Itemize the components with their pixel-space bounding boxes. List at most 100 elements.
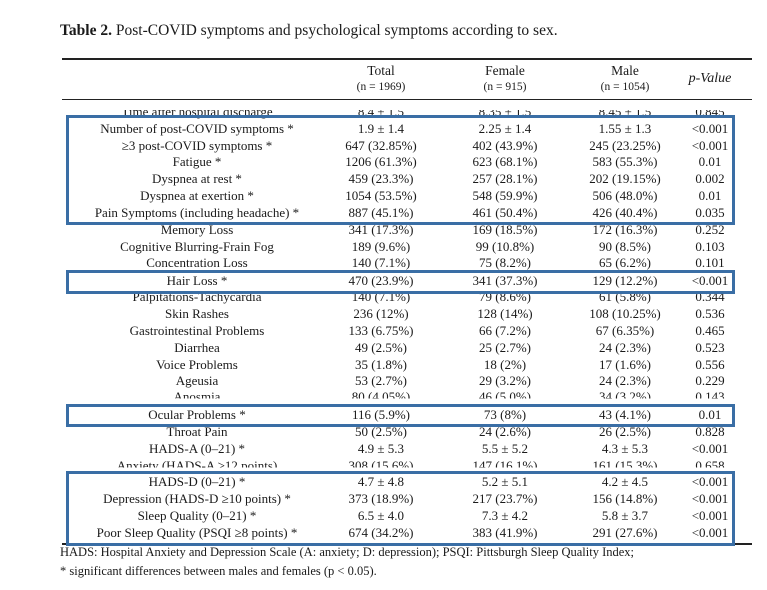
cell-total: 50 (2.5%)	[355, 424, 407, 439]
cell-total: 341 (17.3%)	[348, 222, 414, 237]
table-caption: Table 2. Post-COVID symptoms and psychol…	[60, 22, 558, 40]
cell-male: 4.3 ± 5.3	[601, 441, 649, 456]
cell-male: 4.2 ± 4.5	[601, 474, 649, 489]
row-label: HADS-D (0–21) *	[148, 474, 246, 489]
row-label: Number of post-COVID symptoms *	[100, 121, 294, 136]
table-row: Anxiety (HADS-A ≥12 points) 308 (15.6%) 14…	[62, 458, 752, 473]
row-label: Cognitive Blurring-Frain Fog	[120, 239, 274, 254]
row-label: Fatigue *	[172, 154, 222, 169]
row-label: Memory Loss	[160, 222, 234, 237]
row-label: Time after hospital discharge	[121, 104, 273, 119]
cell-female: 257 (28.1%)	[472, 171, 538, 186]
cell-pvalue: 0.143	[695, 389, 725, 404]
cell-female: 46 (5.0%)	[479, 389, 531, 404]
cell-male: 67 (6.35%)	[595, 323, 655, 338]
cell-female: 5.5 ± 5.2	[481, 441, 529, 456]
cell-female: 7.3 ± 4.2	[481, 508, 529, 523]
row-label: Pain Symptoms (including headache) *	[94, 205, 300, 220]
cell-pvalue: 0.828	[695, 424, 725, 439]
cell-pvalue: <0.001	[691, 474, 729, 489]
cell-male: 161 (15.3%)	[592, 458, 658, 473]
header-female-n: (n = 915)	[483, 81, 527, 93]
highlight-box-symptoms	[66, 115, 735, 225]
cell-female: 25 (2.7%)	[479, 340, 531, 355]
footnote-significance: * significant differences between males …	[60, 564, 377, 578]
row-label: ≥3 post-COVID symptoms *	[121, 138, 273, 153]
cell-total: 887 (45.1%)	[348, 205, 414, 220]
row-label: Ageusia	[175, 373, 219, 388]
cell-total: 8.4 ± 1.5	[357, 104, 405, 119]
header-female: Female (n = 915)	[450, 62, 560, 96]
cell-male: 506 (48.0%)	[592, 188, 658, 203]
cell-female: 66 (7.2%)	[479, 323, 531, 338]
cell-female: 99 (10.8%)	[475, 239, 535, 254]
top-rule	[62, 58, 752, 60]
row-label: Hair Loss *	[166, 273, 228, 288]
cell-female: 8.35 ± 1.5	[478, 104, 532, 119]
footnote-abbreviations: HADS: Hospital Anxiety and Depression Sc…	[60, 545, 635, 559]
header-total: Total (n = 1969)	[326, 62, 436, 96]
row-label: Dyspnea at exertion *	[140, 188, 254, 203]
table-row: Sleep Quality (0–21) * 6.5 ± 4.0 7.3 ± 4.2…	[62, 508, 752, 525]
cell-female: 73 (8%)	[483, 407, 527, 422]
cell-male: 17 (1.6%)	[599, 357, 651, 372]
header-total-title: Total	[367, 63, 395, 78]
row-label: Voice Problems	[156, 357, 238, 372]
cell-total: 4.9 ± 5.3	[357, 441, 405, 456]
row-label: Throat Pain	[166, 424, 228, 439]
cell-female: 29 (3.2%)	[479, 373, 531, 388]
cell-total: 80 (4.05%)	[351, 389, 411, 404]
cell-female: 169 (18.5%)	[472, 222, 538, 237]
table-row: Voice Problems 35 (1.8%) 18 (2%) 17 (1.6%) 0…	[62, 357, 752, 374]
cell-total: 35 (1.8%)	[355, 357, 407, 372]
cell-female: 128 (14%)	[477, 306, 533, 321]
cell-total: 49 (2.5%)	[355, 340, 407, 355]
header-male: Male (n = 1054)	[570, 62, 680, 96]
table-row: HADS-A (0–21) * 4.9 ± 5.3 5.5 ± 5.2 4.3 ± 5…	[62, 441, 752, 458]
cell-pvalue: 0.658	[695, 458, 725, 473]
cell-pvalue: 0.536	[695, 306, 725, 321]
cell-female: 147 (16.1%)	[472, 458, 538, 473]
table-row: Throat Pain 50 (2.5%) 24 (2.6%) 26 (2.5%) 0.…	[62, 424, 752, 441]
table-row: ≥3 post-COVID symptoms * 647 (32.85%) 402 …	[62, 138, 752, 155]
cell-total: 373 (18.9%)	[348, 491, 414, 506]
cell-total: 459 (23.3%)	[348, 171, 414, 186]
cell-male: 24 (2.3%)	[599, 340, 651, 355]
cell-female: 461 (50.4%)	[472, 205, 538, 220]
cell-female: 75 (8.2%)	[479, 255, 531, 270]
cell-female: 383 (41.9%)	[472, 525, 538, 540]
row-label: HADS-A (0–21) *	[148, 441, 246, 456]
cell-female: 341 (37.3%)	[472, 273, 538, 288]
cell-pvalue: 0.465	[695, 323, 725, 338]
cell-female: 2.25 ± 1.4	[478, 121, 532, 136]
table-row: Skin Rashes 236 (12%) 128 (14%) 108 (10.25%…	[62, 306, 752, 323]
header-female-title: Female	[485, 63, 525, 78]
cell-total: 53 (2.7%)	[355, 373, 407, 388]
cell-pvalue: 0.01	[698, 188, 722, 203]
table-row: Anosmia 80 (4.05%) 46 (5.0%) 34 (3.2%) 0.143	[62, 389, 752, 404]
cell-male: 34 (3.2%)	[599, 389, 651, 404]
cell-total: 140 (7.1%)	[351, 255, 411, 270]
cell-total: 1206 (61.3%)	[345, 154, 417, 169]
table-row: Hair Loss * 470 (23.9%) 341 (37.3%) 129 (12…	[62, 273, 752, 290]
cell-pvalue: 0.01	[698, 154, 722, 169]
table-row: Dyspnea at exertion * 1054 (53.5%) 548 (59…	[62, 188, 752, 205]
cell-male: 291 (27.6%)	[592, 525, 658, 540]
table-row: Number of post-COVID symptoms * 1.9 ± 1.4…	[62, 121, 752, 138]
cell-total: 674 (34.2%)	[348, 525, 414, 540]
cell-male: 202 (19.15%)	[589, 171, 661, 186]
cell-male: 5.8 ± 3.7	[601, 508, 649, 523]
cell-pvalue: 0.556	[695, 357, 725, 372]
cell-total: 236 (12%)	[353, 306, 409, 321]
cell-male: 172 (16.3%)	[592, 222, 658, 237]
cell-male: 65 (6.2%)	[599, 255, 651, 270]
cell-pvalue: <0.001	[691, 525, 729, 540]
header-rule	[62, 99, 752, 100]
table-row: Concentration Loss 140 (7.1%) 75 (8.2%) 65 …	[62, 255, 752, 272]
cell-total: 1.9 ± 1.4	[357, 121, 405, 136]
cell-total: 4.7 ± 4.8	[357, 474, 405, 489]
table-row: Cognitive Blurring-Frain Fog 189 (9.6%) 99…	[62, 239, 752, 256]
row-label: Sleep Quality (0–21) *	[137, 508, 257, 523]
table-row: Pain Symptoms (including headache) * 887 …	[62, 205, 752, 222]
highlight-box-psychological	[66, 471, 735, 546]
